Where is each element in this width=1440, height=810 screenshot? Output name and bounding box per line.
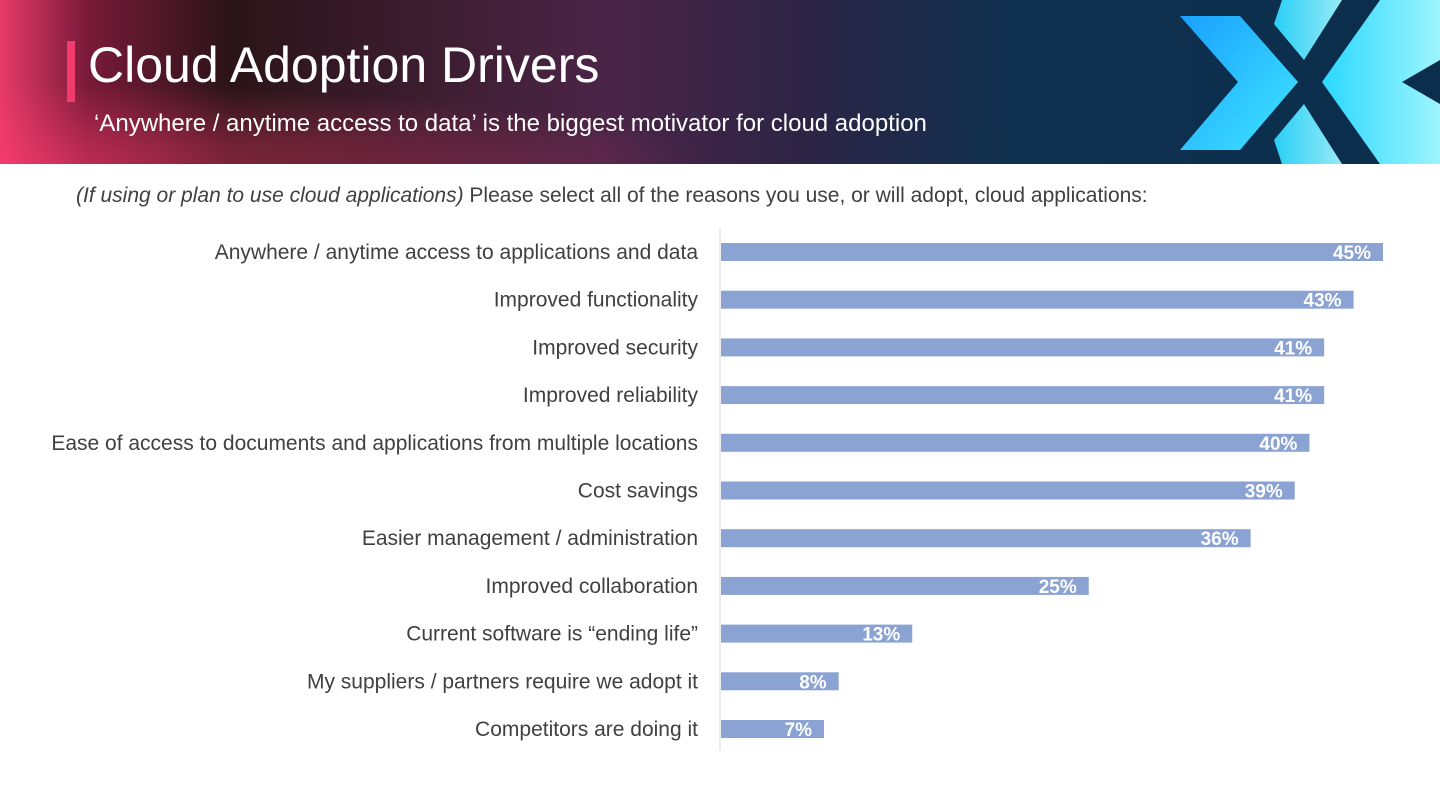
bar <box>721 338 1325 357</box>
category-label: Improved reliability <box>523 384 699 407</box>
category-label: Improved collaboration <box>486 575 698 598</box>
bar <box>721 481 1295 500</box>
page-title: Cloud Adoption Drivers <box>88 37 600 93</box>
bar <box>721 576 1089 595</box>
title-accent-bar <box>67 41 75 102</box>
category-label: Ease of access to documents and applicat… <box>51 432 698 455</box>
data-label: 45% <box>1333 243 1371 264</box>
category-label: Easier management / administration <box>362 527 698 550</box>
question-text: Please select all of the reasons you use… <box>469 184 1148 207</box>
category-label: Anywhere / anytime access to application… <box>215 241 699 264</box>
bar <box>721 243 1383 261</box>
data-label: 41% <box>1274 386 1312 407</box>
question-qualifier: (If using or plan to use cloud applicati… <box>76 184 464 207</box>
data-label: 25% <box>1039 577 1077 598</box>
page-subtitle: ‘Anywhere / anytime access to data’ is t… <box>94 110 927 137</box>
bar <box>721 672 839 691</box>
bar-chart: Anywhere / anytime access to application… <box>51 228 1383 751</box>
bar <box>721 529 1251 548</box>
header-banner: Cloud Adoption Drivers ‘Anywhere / anyti… <box>0 0 1440 164</box>
survey-question: (If using or plan to use cloud applicati… <box>76 184 1148 208</box>
data-label: 13% <box>862 625 900 646</box>
data-label: 7% <box>785 720 813 741</box>
data-label: 36% <box>1201 529 1239 550</box>
bar <box>721 624 913 643</box>
data-label: 8% <box>799 672 827 693</box>
data-label: 39% <box>1245 482 1283 503</box>
bar <box>721 290 1354 309</box>
data-label: 43% <box>1304 291 1342 312</box>
data-label: 41% <box>1274 338 1312 359</box>
category-label: My suppliers / partners require we adopt… <box>307 670 698 693</box>
bar <box>721 720 824 738</box>
category-label: Improved functionality <box>494 289 699 312</box>
brand-logo-icon <box>1180 0 1440 164</box>
bar <box>721 386 1325 405</box>
category-label: Improved security <box>532 336 698 359</box>
bar <box>721 433 1310 452</box>
data-label: 40% <box>1259 434 1297 455</box>
category-label: Current software is “ending life” <box>406 623 698 646</box>
category-label: Competitors are doing it <box>475 718 698 741</box>
category-label: Cost savings <box>578 480 698 503</box>
